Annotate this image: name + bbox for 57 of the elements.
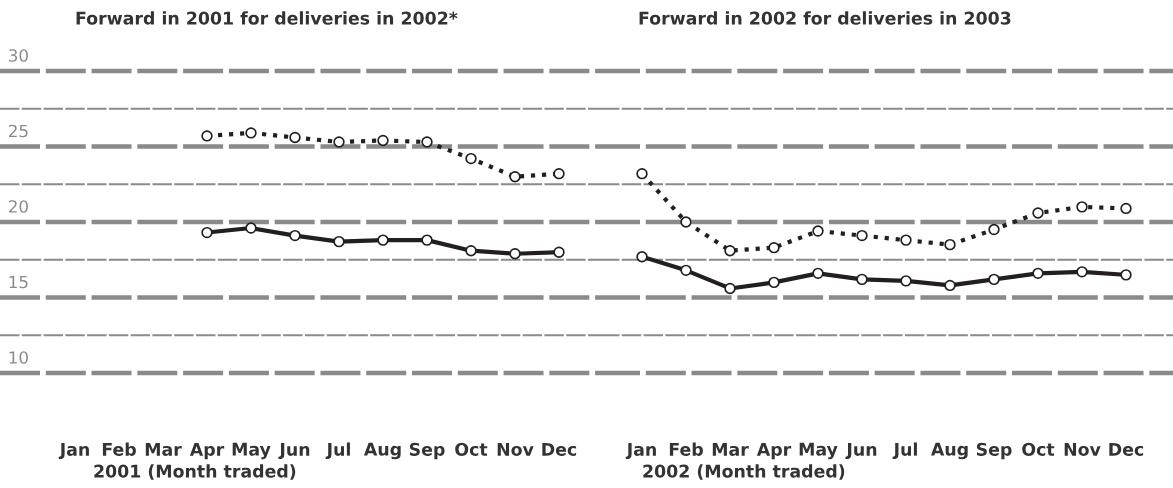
x-tick-label: Jun [278, 442, 310, 460]
x-tick-label: Apr [189, 442, 225, 460]
point [1120, 202, 1132, 215]
x-tick-label: Jul [892, 442, 917, 460]
y-tick-label: 30 [9, 49, 28, 62]
x-tick-label: May [232, 442, 271, 460]
x-tick-label: Jul [325, 442, 350, 460]
point [768, 276, 780, 289]
point [724, 282, 736, 295]
point [636, 251, 648, 263]
x-tick-label: Apr [756, 442, 792, 460]
x-tick-label: Jan [58, 442, 89, 460]
point [768, 241, 780, 254]
point [812, 267, 824, 280]
point [1032, 207, 1044, 219]
point [944, 279, 956, 292]
x-tick-label: Sep [976, 442, 1012, 460]
x-tick-label: Nov [497, 442, 534, 456]
chart-title: Forward in 2002 for deliveries in 2003 [639, 11, 1011, 25]
y-tick-label: 25 [9, 124, 28, 138]
x-tick-label: Dec [1109, 442, 1144, 456]
point [680, 216, 692, 228]
point [856, 273, 868, 286]
y-tick-label: 20 [9, 200, 28, 213]
x-tick-label: Nov [1064, 442, 1101, 456]
point [900, 275, 912, 287]
x-tick-label: Oct [455, 442, 488, 456]
point [1120, 269, 1132, 281]
point [1076, 266, 1088, 278]
x-axis-title: 2001 (Month traded) [94, 464, 296, 480]
y-tick-label: 10 [9, 351, 28, 364]
x-tick-label: Mar [145, 442, 182, 456]
x-tick-label: Sep [409, 442, 445, 460]
point [988, 273, 1000, 286]
x-tick-label: Feb [669, 442, 703, 456]
x-tick-label: Jan [625, 442, 656, 460]
x-tick-label: May [799, 442, 838, 460]
point [636, 167, 648, 180]
point [1032, 267, 1044, 280]
point [812, 225, 824, 237]
point [680, 264, 692, 277]
x-tick-label: Mar [712, 442, 749, 456]
point [724, 244, 736, 257]
x-tick-label: Aug [363, 442, 401, 460]
chart-title: Forward in 2001 for deliveries in 2002* [76, 11, 458, 25]
x-tick-label: Oct [1022, 442, 1055, 456]
y-tick-label: 15 [9, 275, 28, 289]
x-tick-label: Jun [845, 442, 877, 460]
point [944, 238, 956, 251]
point [988, 223, 1000, 236]
point [1076, 201, 1088, 213]
x-tick-label: Feb [102, 442, 136, 456]
point [900, 234, 912, 246]
point [856, 229, 868, 242]
x-tick-label: Dec [542, 442, 577, 456]
x-axis-title: 2002 (Month traded) [643, 464, 845, 480]
x-tick-label: Aug [930, 442, 968, 460]
